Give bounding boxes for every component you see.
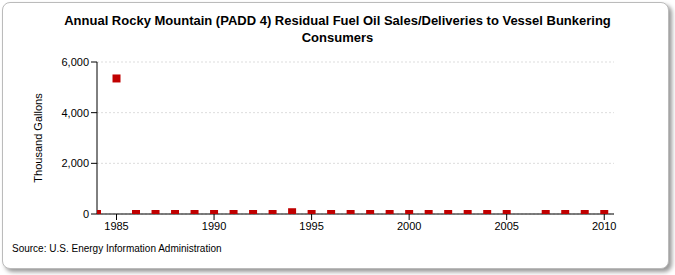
svg-text:1990: 1990 (202, 220, 226, 232)
svg-text:6,000: 6,000 (61, 56, 89, 68)
svg-text:1995: 1995 (299, 220, 323, 232)
svg-text:2005: 2005 (494, 220, 518, 232)
svg-text:1985: 1985 (104, 220, 128, 232)
svg-text:2,000: 2,000 (61, 157, 89, 169)
svg-text:0: 0 (83, 208, 89, 220)
html-text:Annual Rocky Mountain (PADD 4): Annual Rocky Mountain (PADD 4) Residual … (64, 13, 611, 45)
svg-text:2010: 2010 (592, 220, 616, 232)
svg-text:4,000: 4,000 (61, 107, 89, 119)
svg-text:2000: 2000 (397, 220, 421, 232)
svg-text:Thousand Gallons: Thousand Gallons (32, 93, 44, 183)
html-text:Source: U.S. Energy Informatio: Source: U.S. Energy Information Administ… (12, 243, 222, 254)
